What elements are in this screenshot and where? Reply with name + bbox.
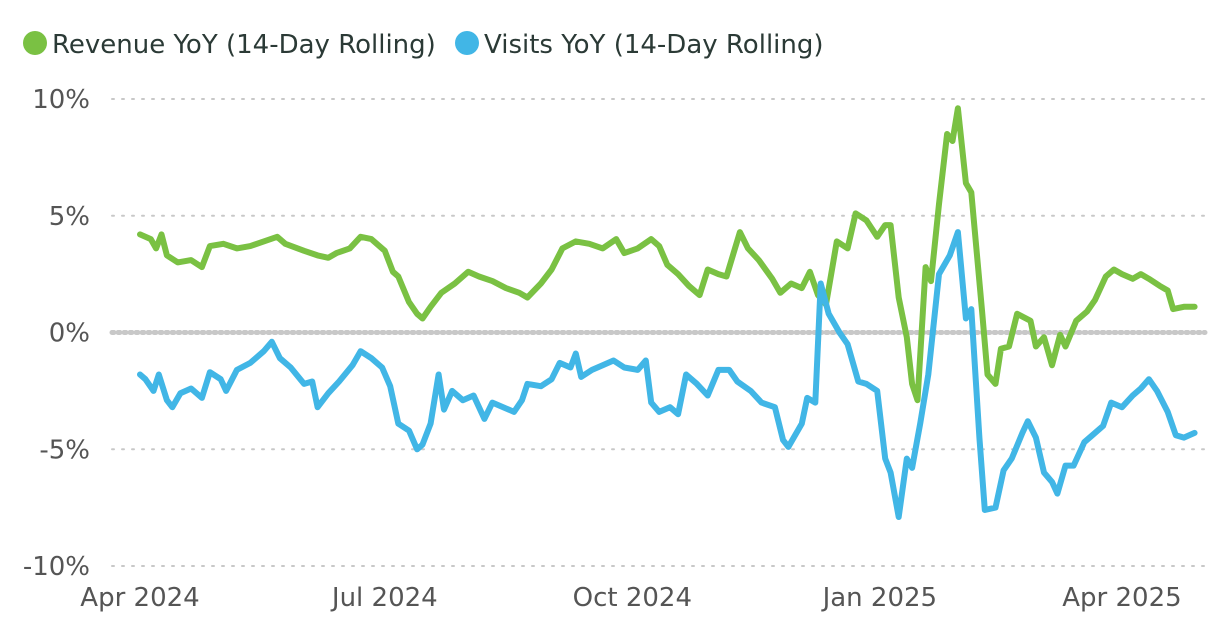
legend-label-visits: Visits YoY (14-Day Rolling) — [484, 30, 824, 60]
gridlines — [109, 98, 1208, 567]
x-tick-label: Oct 2024 — [573, 583, 692, 613]
legend-marker-visits — [455, 31, 479, 55]
y-tick-label: -10% — [23, 552, 90, 582]
y-tick-label: 0% — [49, 319, 90, 349]
x-tick-label: Jul 2024 — [330, 583, 438, 613]
legend-label-revenue: Revenue YoY (14-Day Rolling) — [52, 30, 436, 60]
x-tick-label: Jan 2025 — [821, 583, 938, 613]
y-tick-label: -5% — [39, 435, 90, 465]
x-tick-label: Apr 2025 — [1062, 583, 1181, 613]
series-line-visits[interactable] — [137, 229, 1198, 520]
legend: Revenue YoY (14-Day Rolling) Visits YoY … — [23, 30, 824, 60]
legend-item-revenue[interactable]: Revenue YoY (14-Day Rolling) — [23, 30, 436, 60]
series-line-revenue[interactable] — [137, 105, 1198, 404]
y-tick-label: 5% — [49, 202, 90, 232]
x-tick-label: Apr 2024 — [80, 583, 199, 613]
legend-item-visits[interactable]: Visits YoY (14-Day Rolling) — [455, 30, 824, 60]
y-axis: 10% 5% 0% -5% -10% — [23, 85, 90, 582]
x-axis: Apr 2024 Jul 2024 Oct 2024 Jan 2025 Apr 2025 — [80, 583, 1181, 613]
y-tick-label: 10% — [32, 85, 90, 115]
legend-marker-revenue — [23, 31, 47, 55]
plot-area — [137, 105, 1198, 520]
